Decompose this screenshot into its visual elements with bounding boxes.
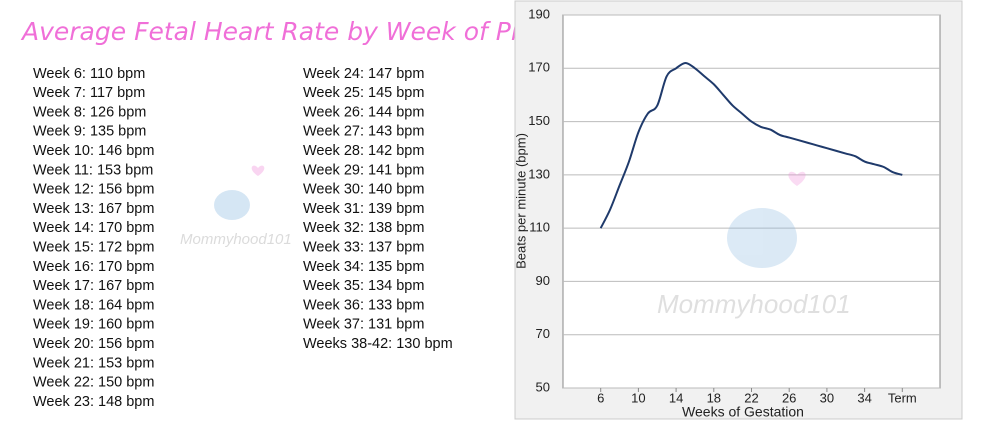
list-item: Week 10: 146 bpm	[33, 143, 154, 159]
x-tick-label: 14	[669, 390, 683, 405]
watermark-text: Mommyhood101	[657, 289, 851, 319]
x-tick-label: 34	[857, 390, 871, 405]
list-item: Week 20: 156 bpm	[33, 336, 154, 352]
list-item: Week 18: 164 bpm	[33, 297, 154, 313]
grid: 50 70 90 110 130 150 170 190 6 10 14 18 22 26 30 34 Term	[528, 6, 940, 405]
list-item: Week 16: 170 bpm	[33, 259, 154, 275]
watermark-left: Mommyhood101	[180, 165, 292, 248]
elephant-icon	[727, 208, 797, 268]
list-item: Week 36: 133 bpm	[303, 297, 424, 313]
x-tick-label: 18	[707, 390, 721, 405]
list-item: Week 30: 140 bpm	[303, 182, 424, 198]
y-axis-title: Beats per minute (bpm)	[513, 133, 528, 269]
list-item: Week 21: 153 bpm	[33, 355, 154, 371]
plot-area	[562, 14, 941, 389]
list-item: Week 25: 145 bpm	[303, 85, 424, 101]
list-item: Week 22: 150 bpm	[33, 375, 154, 391]
watermark-text: Mommyhood101	[180, 231, 292, 248]
list-item: Week 14: 170 bpm	[33, 220, 154, 236]
list-item: Week 12: 156 bpm	[33, 182, 154, 198]
list-item: Week 13: 167 bpm	[33, 201, 154, 217]
list: Week 6: 110 bpm Week 7: 117 bpm Week 8: 12…	[33, 66, 453, 410]
list-item: Week 6: 110 bpm	[33, 66, 145, 82]
list-item: Week 34: 135 bpm	[303, 259, 424, 275]
y-tick-label: 170	[528, 60, 550, 75]
list-item: Week 27: 143 bpm	[303, 124, 424, 140]
watermark-right: Mommyhood101	[657, 171, 851, 319]
list-item: Week 35: 134 bpm	[303, 278, 424, 294]
x-axis-title: Weeks of Gestation	[682, 404, 804, 420]
list-item: Week 19: 160 bpm	[33, 317, 154, 333]
x-tick-label: Term	[888, 390, 917, 405]
list-item: Week 17: 167 bpm	[33, 278, 154, 294]
line	[599, 61, 903, 229]
list-item: Week 28: 142 bpm	[303, 143, 424, 159]
y-tick-label: 130	[528, 166, 550, 181]
x-tick-label: 22	[744, 390, 758, 405]
list-item: Week 11: 153 bpm	[33, 162, 153, 178]
list-item: Week 26: 144 bpm	[303, 104, 424, 120]
x-tick-label: 30	[820, 390, 834, 405]
x-tick-label: 26	[782, 390, 796, 405]
list-item: Week 31: 139 bpm	[303, 201, 424, 217]
x-tick-label: 6	[597, 390, 604, 405]
y-tick-label: 190	[528, 6, 550, 21]
list-item: Week 32: 138 bpm	[303, 220, 424, 236]
list-item: Week 7: 117 bpm	[33, 85, 145, 101]
plot	[599, 61, 903, 229]
list-item: Week 29: 141 bpm	[303, 162, 424, 178]
list-item: Week 37: 131 bpm	[303, 317, 424, 333]
heart-icon	[251, 165, 265, 176]
y-tick-label: 110	[529, 220, 550, 235]
list-item: Week 24: 147 bpm	[303, 66, 424, 82]
y-tick-label: 70	[536, 326, 550, 341]
y-tick-label: 90	[536, 273, 550, 288]
list-item: Week 8: 126 bpm	[33, 104, 146, 120]
list-item: Week 15: 172 bpm	[33, 240, 154, 256]
list-item: Week 33: 137 bpm	[303, 240, 424, 256]
heart-icon	[788, 171, 806, 186]
list-item: Week 9: 135 bpm	[33, 124, 146, 140]
x-tick-label: 10	[631, 390, 645, 405]
y-tick-label: 150	[528, 113, 550, 128]
elephant-icon	[214, 190, 250, 220]
list-item: Weeks 38-42: 130 bpm	[303, 336, 453, 352]
y-tick-label: 50	[536, 379, 550, 394]
list-item: Week 23: 148 bpm	[33, 394, 154, 410]
